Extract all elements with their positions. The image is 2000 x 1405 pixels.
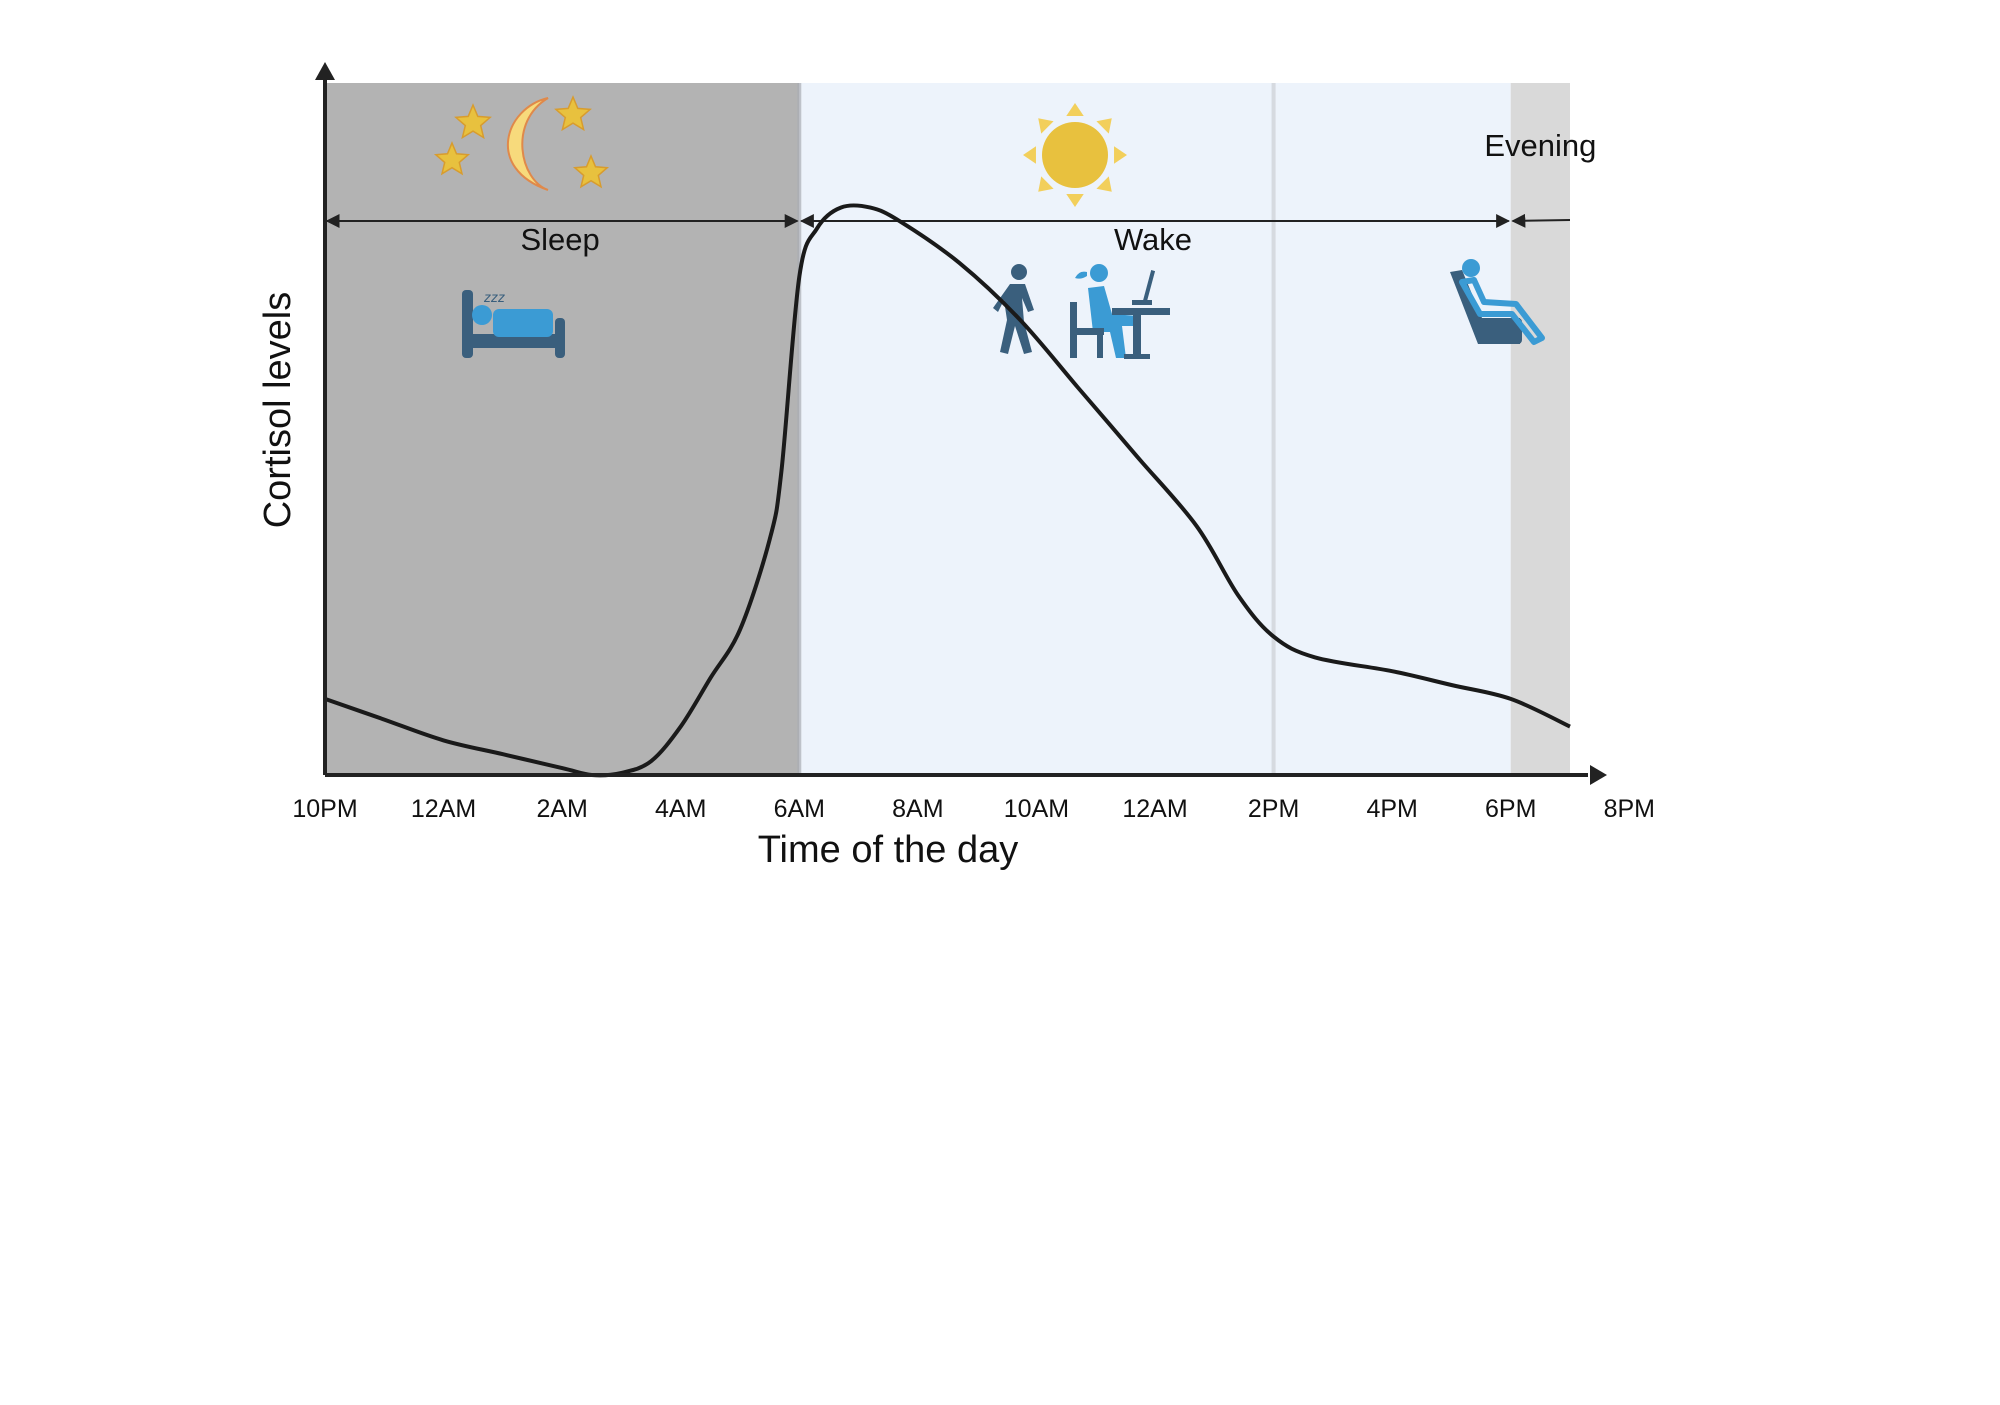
reclining-chair-icon bbox=[1450, 259, 1545, 345]
band-divider bbox=[1271, 83, 1276, 775]
x-tick-labels: 10PM 12AM 2AM 4AM 6AM 8AM 10AM 12AM 2PM 4PM 6PM 8PM bbox=[292, 795, 1655, 823]
sun-ray bbox=[1038, 176, 1054, 192]
phase-label-evening: Evening bbox=[1484, 128, 1596, 163]
zzz-glyph: zzz bbox=[483, 289, 505, 305]
moon-icon bbox=[507, 97, 549, 191]
phase-band-sleep bbox=[325, 83, 800, 775]
axes bbox=[315, 62, 1607, 785]
sun-ray bbox=[1066, 194, 1084, 207]
x-tick-label: 8AM bbox=[892, 795, 943, 823]
x-tick-label: 12AM bbox=[1122, 795, 1187, 823]
phase-arrows bbox=[325, 213, 1571, 228]
x-tick-label: 10AM bbox=[1004, 795, 1069, 823]
sun-disc bbox=[1042, 122, 1108, 188]
sun-icon bbox=[1023, 103, 1127, 207]
phase-icons: zzz bbox=[433, 95, 1545, 359]
band-divider bbox=[797, 83, 802, 775]
star-icon bbox=[554, 95, 592, 132]
sun-ray bbox=[1096, 176, 1112, 192]
moon-stars-icon bbox=[507, 97, 549, 191]
star-icon bbox=[454, 103, 492, 140]
x-tick-label: 10PM bbox=[292, 795, 357, 823]
star-icon bbox=[572, 154, 610, 189]
phase-arrow-evening bbox=[1511, 213, 1571, 228]
sleeping-bed-icon: zzz bbox=[462, 289, 565, 358]
x-axis-arrowhead bbox=[1590, 765, 1607, 785]
x-tick-label: 8PM bbox=[1604, 795, 1655, 823]
x-tick-label: 6AM bbox=[774, 795, 825, 823]
y-axis-arrowhead bbox=[315, 62, 335, 80]
sun-ray bbox=[1038, 118, 1054, 134]
sun-ray bbox=[1114, 146, 1127, 164]
phase-label-sleep: Sleep bbox=[520, 222, 599, 257]
phase-labels: Sleep Wake Evening bbox=[520, 128, 1596, 257]
x-tick-label: 2PM bbox=[1248, 795, 1299, 823]
sun-ray bbox=[1023, 146, 1036, 164]
phase-label-wake: Wake bbox=[1114, 222, 1192, 257]
x-tick-label: 4PM bbox=[1366, 795, 1417, 823]
phase-band-wake bbox=[799, 83, 1511, 775]
sun-ray bbox=[1096, 118, 1112, 134]
y-axis-label: Cortisol levels bbox=[257, 292, 299, 529]
phase-band-evening bbox=[1510, 83, 1570, 775]
star-icon bbox=[433, 141, 471, 176]
x-tick-label: 2AM bbox=[536, 795, 587, 823]
x-axis-label: Time of the day bbox=[758, 829, 1019, 871]
x-tick-label: 6PM bbox=[1485, 795, 1536, 823]
desk-worker-icon bbox=[1070, 264, 1170, 359]
sun-ray bbox=[1066, 103, 1084, 116]
phase-bands bbox=[325, 83, 1570, 775]
x-tick-label: 12AM bbox=[411, 795, 476, 823]
x-tick-label: 4AM bbox=[655, 795, 706, 823]
